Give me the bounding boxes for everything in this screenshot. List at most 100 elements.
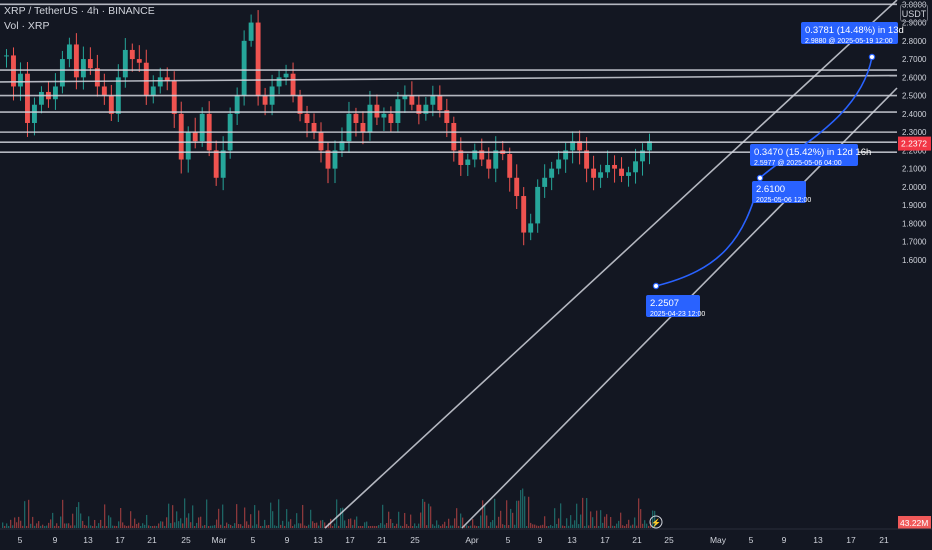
volume-bar xyxy=(4,525,6,528)
volume-bar xyxy=(588,525,590,528)
horizontal-level-line[interactable] xyxy=(0,74,898,83)
volume-bar xyxy=(350,518,352,528)
lightning-icon: ⚡ xyxy=(651,518,661,528)
volume-bar xyxy=(114,525,116,528)
volume-bar xyxy=(422,498,424,528)
volume-bar xyxy=(648,525,650,528)
volume-bar xyxy=(620,512,622,528)
volume-bar xyxy=(428,503,430,528)
projection2-label-box[interactable] xyxy=(801,22,898,44)
volume-bar xyxy=(14,517,16,528)
volume-bar xyxy=(282,520,284,528)
symbol-title[interactable]: XRP / TetherUS · 4h · BINANCE xyxy=(4,5,155,17)
volume-bar xyxy=(348,519,350,528)
volume-bar xyxy=(342,507,344,528)
projection-point[interactable] xyxy=(756,174,764,182)
volume-bar xyxy=(630,525,632,528)
volume-bar xyxy=(258,510,260,528)
volume-bar xyxy=(394,525,396,528)
volume-bar xyxy=(574,520,576,528)
volume-bar xyxy=(358,525,360,528)
volume-bar xyxy=(548,525,550,528)
volume-bar xyxy=(392,523,394,528)
candle-body xyxy=(318,132,324,151)
candle-body xyxy=(213,150,219,178)
price-axis-tick: 2.8000 xyxy=(902,37,927,46)
volume-bar xyxy=(580,514,582,528)
volume-bar xyxy=(564,525,566,528)
candle-body xyxy=(584,150,590,169)
channel-upper-line[interactable] xyxy=(324,0,898,529)
candle-body xyxy=(164,77,170,81)
start-point-label-box[interactable] xyxy=(646,295,700,317)
volume-indicator-label[interactable]: Vol · XRP xyxy=(4,20,50,32)
candle-body xyxy=(353,113,359,123)
volume-bar xyxy=(174,522,176,528)
candle-body xyxy=(276,77,282,87)
news-event-icon[interactable] xyxy=(649,515,663,529)
time-axis-tick: Apr xyxy=(465,535,478,545)
volume-bar xyxy=(198,517,200,528)
candle-body xyxy=(143,62,149,96)
volume-bar xyxy=(592,517,594,528)
volume-bar xyxy=(478,525,480,528)
volume-bar xyxy=(276,525,278,528)
mid-point-label-box[interactable] xyxy=(752,181,806,203)
volume-bar xyxy=(356,516,358,528)
volume-bar xyxy=(562,525,564,528)
volume-bar xyxy=(28,499,30,528)
projection-point[interactable] xyxy=(868,53,876,61)
volume-bar xyxy=(426,525,428,528)
volume-bar xyxy=(616,523,618,528)
volume-bar xyxy=(146,514,148,528)
volume-bar xyxy=(64,523,66,528)
projection-point[interactable] xyxy=(652,282,660,290)
volume-bar xyxy=(614,525,616,528)
volume-bar xyxy=(176,511,178,528)
volume-bar xyxy=(224,525,226,528)
volume-bar xyxy=(254,505,256,528)
candle-body xyxy=(262,95,268,105)
volume-bar xyxy=(536,525,538,528)
volume-bar xyxy=(404,512,406,528)
volume-bar xyxy=(480,515,482,528)
volume-bar xyxy=(482,500,484,528)
volume-bar xyxy=(156,525,158,528)
volume-bar xyxy=(644,520,646,528)
volume-bar xyxy=(514,524,516,528)
volume-bar xyxy=(170,523,172,528)
volume-bar xyxy=(352,525,354,528)
volume-bar xyxy=(264,519,266,528)
volume-bar xyxy=(638,498,640,528)
candle-body xyxy=(647,141,652,151)
volume-bar xyxy=(268,525,270,528)
candle-body xyxy=(416,104,422,114)
volume-bar xyxy=(90,525,92,528)
price-axis-tick: 2.0000 xyxy=(902,183,927,192)
volume-bar xyxy=(374,525,376,528)
volume-bar xyxy=(22,525,24,528)
time-axis-tick: 5 xyxy=(18,535,23,545)
volume-bar xyxy=(378,525,380,528)
candle-body xyxy=(241,40,247,96)
volume-bar xyxy=(582,497,584,528)
volume-bar xyxy=(490,522,492,528)
volume-bar xyxy=(88,516,90,528)
projection1-label-box[interactable] xyxy=(750,144,858,166)
volume-bar xyxy=(58,525,60,528)
candle-body xyxy=(248,22,254,41)
price-axis-tick: 2.6000 xyxy=(902,73,927,82)
volume-bar xyxy=(12,525,14,528)
volume-bar xyxy=(102,525,104,528)
volume-bar xyxy=(584,525,586,528)
currency-button[interactable]: USDT xyxy=(900,4,928,22)
volume-bar xyxy=(338,525,340,528)
volume-bar xyxy=(112,525,114,528)
candle-body xyxy=(402,95,408,100)
time-axis-tick: 25 xyxy=(181,535,191,545)
volume-bar xyxy=(542,524,544,528)
volume-bar xyxy=(168,503,170,528)
